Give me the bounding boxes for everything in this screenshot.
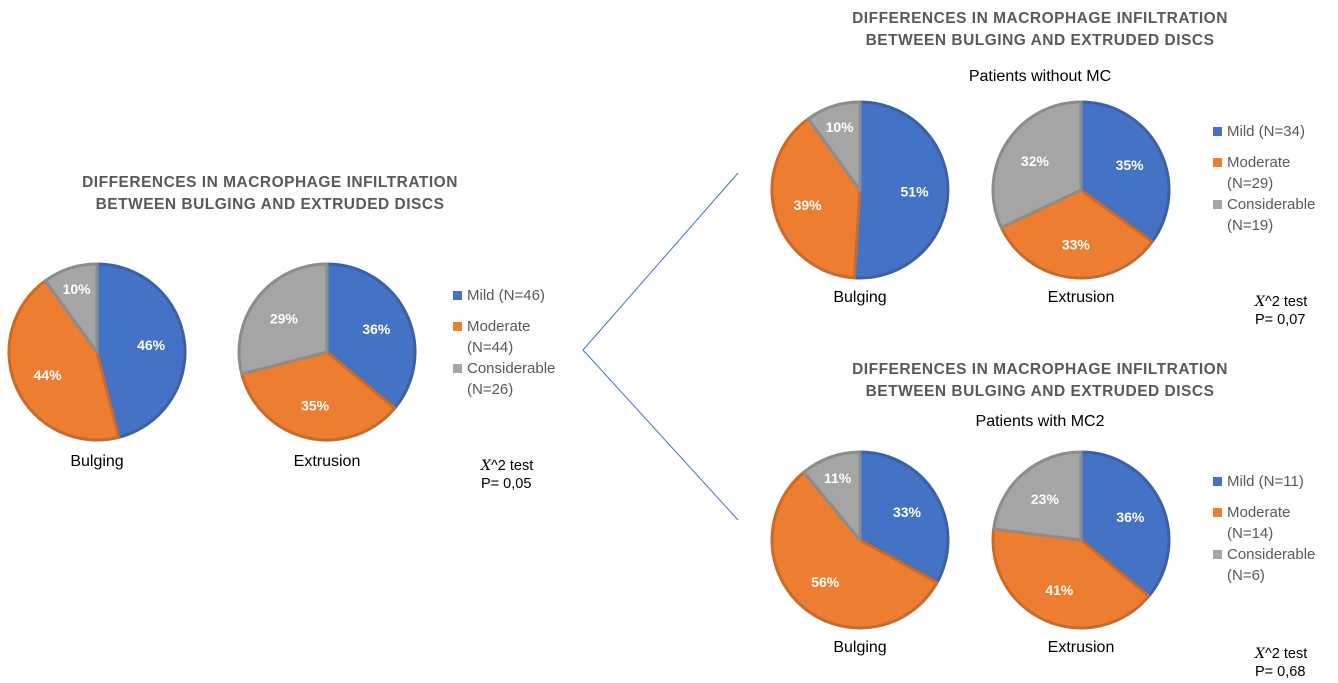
test-label: X^2 test (481, 457, 533, 475)
legend-item-moderate: Moderate (N=44) (453, 316, 555, 358)
pie-slice-moderate (7, 279, 121, 442)
test-name: ^2 test (490, 458, 534, 474)
p-value: P= 0,05 (481, 476, 532, 492)
data-label-mild: 36% (362, 321, 391, 337)
legend-label-moderate-n: (N=44) (467, 339, 514, 356)
legend-swatch-considerable (453, 364, 462, 373)
legend-label-considerable: Considerable (467, 360, 556, 377)
legend-swatch-moderate (453, 322, 462, 331)
data-label-moderate: 35% (301, 397, 330, 413)
pie-label-extrusion: Extrusion (293, 453, 361, 470)
pie-slice-mild (325, 262, 417, 410)
pie-label-bulging: Bulging (70, 453, 124, 470)
chi-symbol: X (481, 458, 491, 474)
chart-title: DIFFERENCES IN MACROPHAGE INFILTRATION B… (0, 172, 540, 216)
legend-item-considerable: Considerable (N=26) (453, 358, 555, 400)
chart-title-line2: BETWEEN BULGING AND EXTRUDED DISCS (95, 196, 445, 213)
legend-item-mild: Mild (N=46) (453, 285, 555, 306)
pie-extrusion: 36% 35% 29% (237, 262, 417, 442)
legend-label-considerable-n: (N=26) (467, 381, 514, 398)
pie-slice-moderate (240, 350, 397, 442)
legend: Mild (N=46) Moderate (N=44) Considerable… (453, 285, 555, 406)
data-label-moderate: 44% (34, 367, 63, 383)
chart-overall: DIFFERENCES IN MACROPHAGE INFILTRATION B… (0, 0, 580, 683)
pie-slice-mild (95, 262, 187, 439)
connector-line-lower (582, 349, 739, 521)
pie-slice-considerable (237, 262, 329, 376)
data-label-considerable: 29% (270, 311, 299, 327)
pie-slice-considerable (43, 262, 99, 354)
data-label-considerable: 10% (63, 281, 92, 297)
legend-swatch-mild (453, 291, 462, 300)
chart-title-line1: DIFFERENCES IN MACROPHAGE INFILTRATION (82, 174, 458, 191)
statistic: X^2 test P= 0,05 (481, 457, 533, 493)
legend-label-mild: Mild (N=46) (467, 287, 545, 304)
legend-label-moderate: Moderate (467, 318, 531, 335)
connector-line-upper (582, 172, 739, 351)
pie-bulging: 46% 44% 10% (7, 262, 187, 442)
data-label-mild: 46% (137, 337, 166, 353)
